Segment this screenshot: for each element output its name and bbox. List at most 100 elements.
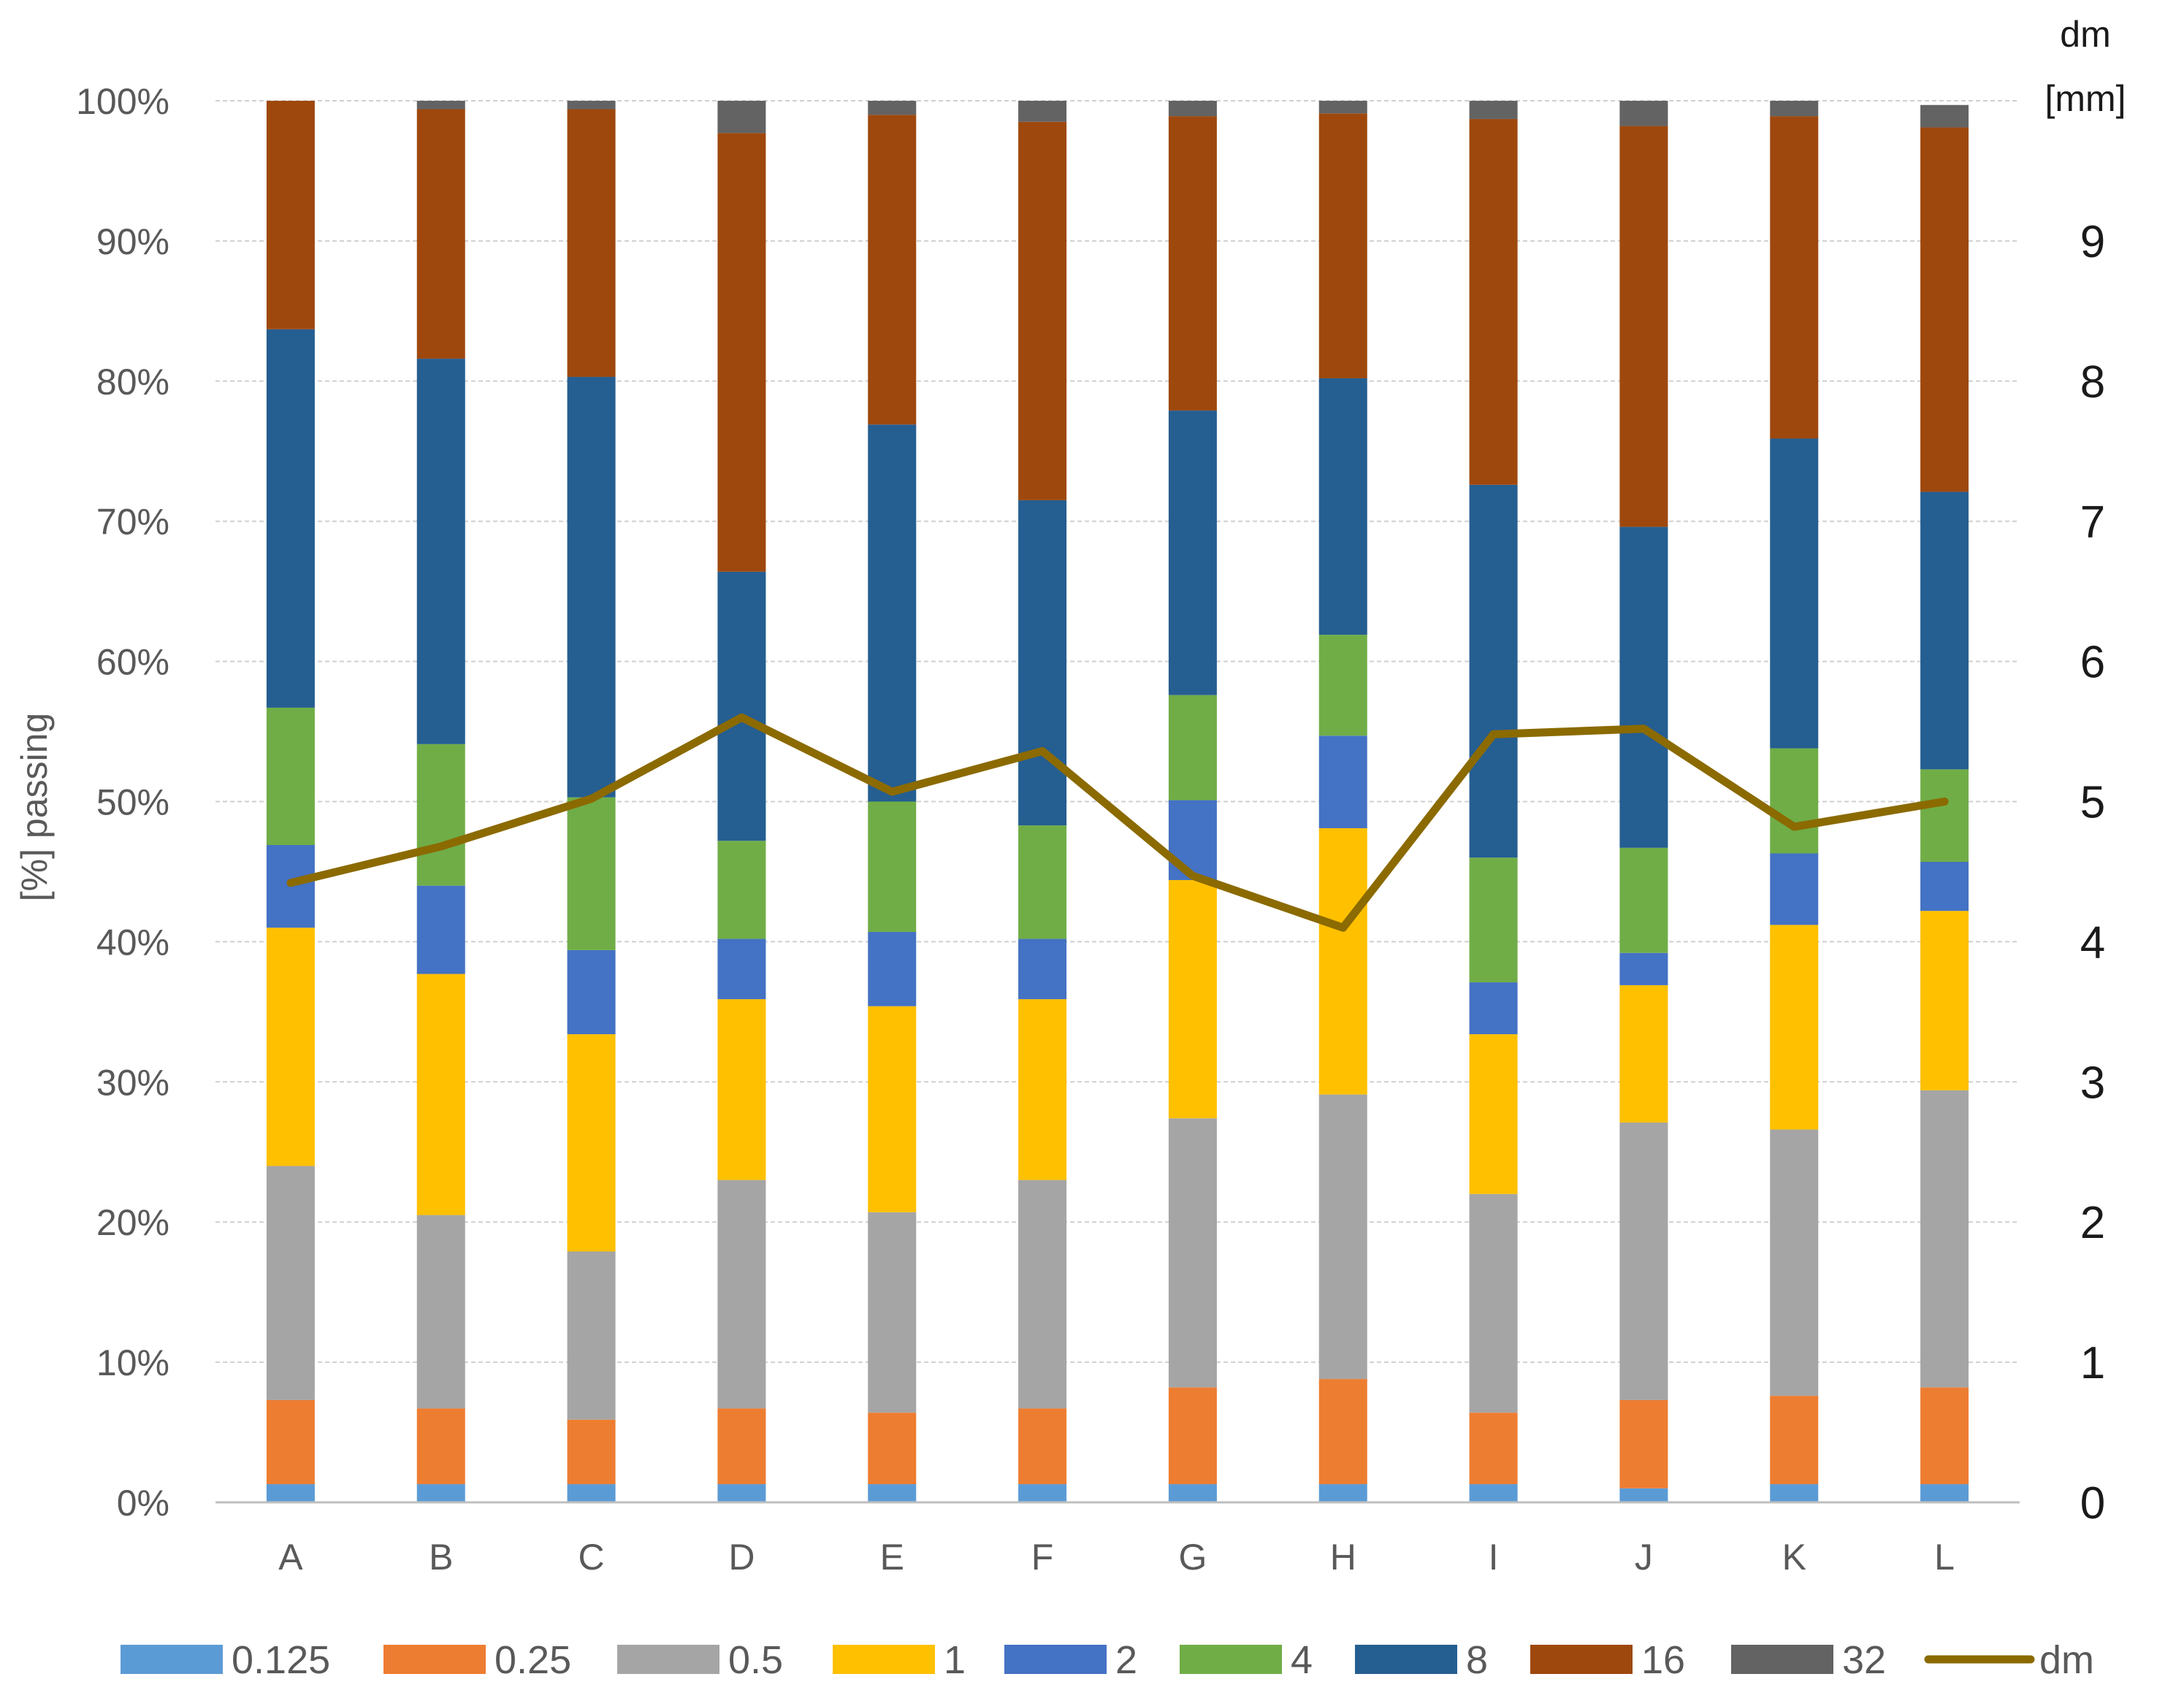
legend-swatch-16 (1530, 1645, 1633, 1674)
x-tick-label: H (1330, 1537, 1356, 1578)
bar-L-0.5 (1920, 1090, 1969, 1388)
bar-K-32 (1770, 101, 1819, 117)
bar-F-4 (1018, 825, 1067, 939)
legend-swatch-0.125 (121, 1645, 223, 1674)
dm-point-B (440, 845, 442, 847)
bar-D-0.25 (717, 1408, 766, 1485)
bar-B-8 (416, 359, 465, 744)
bar-G-8 (1168, 410, 1217, 695)
y2-tick-label: 6 (2080, 638, 2105, 688)
y2-tick-label: 0 (2080, 1478, 2105, 1529)
y2-tick-label: 7 (2080, 497, 2105, 548)
x-tick-label: E (880, 1537, 904, 1578)
y2-tick-label: 2 (2080, 1198, 2105, 1248)
bar-H-0.5 (1318, 1094, 1367, 1380)
y-axis-title: [%] passing (14, 713, 55, 901)
x-tick-label: L (1934, 1537, 1955, 1578)
legend-swatch-8 (1355, 1645, 1457, 1674)
bar-J-8 (1619, 527, 1668, 848)
bar-C-2 (567, 949, 616, 1035)
bar-H-8 (1318, 378, 1367, 635)
bar-E-0.25 (868, 1413, 917, 1485)
bar-A-16 (266, 101, 315, 329)
bar-L-0.125 (1920, 1484, 1969, 1502)
bar-A-4 (266, 707, 315, 845)
bar-D-2 (717, 939, 766, 1000)
bar-J-16 (1619, 126, 1668, 527)
bar-A-8 (266, 329, 315, 708)
y-tick-label: 70% (96, 502, 169, 543)
bars-layer (266, 101, 1969, 1502)
y-tick-label: 80% (96, 362, 169, 402)
grid-layer (215, 100, 2020, 1364)
bar-F-0.125 (1018, 1484, 1067, 1502)
y-tick-label: 50% (96, 782, 169, 823)
dm-point-G (1191, 875, 1194, 877)
legend-swatch-4 (1180, 1645, 1282, 1674)
y2-tick-label: 9 (2080, 217, 2105, 267)
x-tick-label: G (1178, 1537, 1207, 1578)
bar-D-32 (717, 101, 766, 134)
bar-H-32 (1318, 101, 1367, 114)
bar-D-0.5 (717, 1180, 766, 1409)
bar-C-16 (567, 109, 616, 378)
bar-E-0.125 (868, 1484, 917, 1502)
bar-K-8 (1770, 438, 1819, 749)
bar-B-0.5 (416, 1215, 465, 1409)
bar-D-1 (717, 999, 766, 1180)
dm-point-C (590, 798, 592, 800)
legend-label-0.25: 0.25 (495, 1638, 571, 1682)
bar-L-4 (1920, 769, 1969, 863)
legend-swatch-32 (1731, 1645, 1833, 1674)
bar-I-2 (1469, 982, 1518, 1035)
bar-A-1 (266, 928, 315, 1166)
legend: 0.125 0.25 0.5 1 2 4 8 16 32 dm (121, 1638, 2094, 1682)
legend-label-0.125: 0.125 (232, 1638, 330, 1682)
y2-tick-label: 3 (2080, 1058, 2105, 1108)
legend-swatch-0.25 (383, 1645, 486, 1674)
bar-J-0.25 (1619, 1399, 1668, 1488)
y-tick-label: 30% (96, 1062, 169, 1103)
bar-E-4 (868, 801, 917, 932)
bar-K-0.25 (1770, 1396, 1819, 1485)
bar-I-0.125 (1469, 1484, 1518, 1502)
bar-G-0.5 (1168, 1118, 1217, 1388)
bar-J-0.125 (1619, 1488, 1668, 1502)
bar-K-1 (1770, 925, 1819, 1130)
bar-G-0.125 (1168, 1484, 1217, 1502)
bar-G-4 (1168, 695, 1217, 800)
bar-G-32 (1168, 101, 1217, 117)
bar-G-0.25 (1168, 1387, 1217, 1485)
bar-K-16 (1770, 116, 1819, 439)
bar-F-32 (1018, 101, 1067, 122)
bar-I-0.5 (1469, 1193, 1518, 1413)
bar-C-4 (567, 797, 616, 950)
bar-I-4 (1469, 857, 1518, 983)
y-tick-label: 10% (96, 1342, 169, 1383)
y-tick-label: 0% (117, 1483, 169, 1524)
bar-F-2 (1018, 939, 1067, 1000)
x-tick-label: K (1782, 1537, 1806, 1578)
legend-swatch-1 (833, 1645, 935, 1674)
legend-label-32: 32 (1842, 1638, 1886, 1682)
bar-D-16 (717, 133, 766, 572)
dm-point-L (1944, 800, 1946, 803)
legend-label-dm: dm (2039, 1638, 2094, 1682)
dm-point-D (741, 716, 743, 719)
bar-J-32 (1619, 101, 1668, 126)
x-tick-label: A (278, 1537, 303, 1578)
bar-A-0.25 (266, 1399, 315, 1485)
bar-L-0.25 (1920, 1387, 1969, 1485)
bar-L-8 (1920, 492, 1969, 770)
bar-H-0.25 (1318, 1379, 1367, 1485)
bar-G-16 (1168, 116, 1217, 411)
dm-point-F (1042, 750, 1044, 752)
bar-J-1 (1619, 985, 1668, 1123)
bar-I-32 (1469, 101, 1518, 119)
bar-J-0.5 (1619, 1122, 1668, 1400)
bar-E-32 (868, 101, 917, 115)
bar-B-16 (416, 109, 465, 359)
bar-B-4 (416, 744, 465, 886)
bar-K-0.5 (1770, 1129, 1819, 1396)
legend-label-1: 1 (944, 1638, 966, 1682)
